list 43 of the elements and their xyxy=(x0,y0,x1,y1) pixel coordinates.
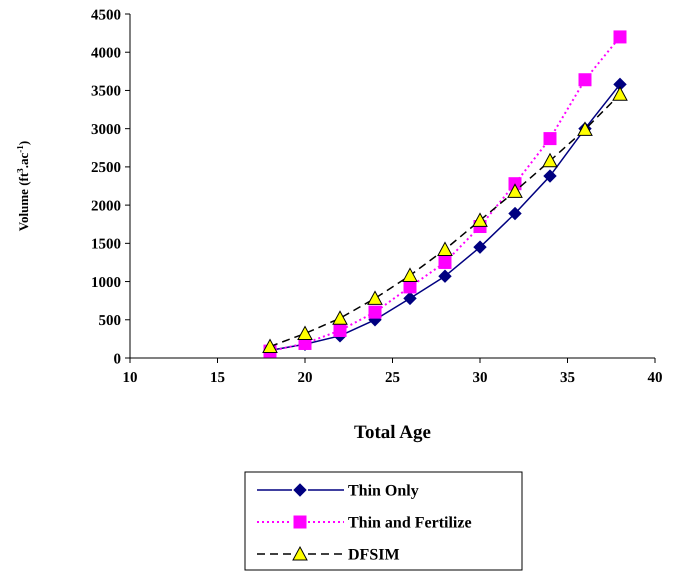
point xyxy=(578,73,592,86)
point xyxy=(474,240,486,254)
legend-label: DFSIM xyxy=(348,546,400,564)
point xyxy=(508,184,522,198)
point xyxy=(614,78,626,91)
point xyxy=(438,256,452,269)
x-tick-label: 35 xyxy=(560,370,575,386)
point xyxy=(332,310,348,325)
point xyxy=(298,326,312,340)
y-tick-label: 4500 xyxy=(91,7,121,24)
y-tick-label: 2500 xyxy=(91,160,121,176)
y-tick-label: 4000 xyxy=(91,45,121,62)
point xyxy=(544,132,556,146)
x-tick-label: 40 xyxy=(648,370,662,386)
y-tick-label: 1000 xyxy=(91,274,121,291)
x-tick-label: 20 xyxy=(298,370,312,386)
y-tick-label: 3500 xyxy=(91,84,121,100)
y-tick-label: 0 xyxy=(114,351,121,368)
y-tick-label: 1500 xyxy=(91,236,121,253)
legend-label: Thin and Fertilize xyxy=(348,514,472,532)
point xyxy=(438,270,452,283)
y-tick-label: 500 xyxy=(98,313,121,330)
x-tick-label: 10 xyxy=(122,370,138,386)
point xyxy=(472,212,488,227)
point xyxy=(334,324,346,337)
x-tick-label: 25 xyxy=(385,370,400,386)
x-tick-label: 30 xyxy=(472,370,488,386)
x-axis-title: Total Age xyxy=(354,422,431,443)
point xyxy=(614,30,626,44)
point xyxy=(368,290,382,305)
point xyxy=(544,170,556,183)
x-tick-label: 15 xyxy=(210,370,225,386)
point xyxy=(612,86,628,101)
point xyxy=(438,242,452,256)
point xyxy=(262,339,278,354)
point xyxy=(402,268,418,282)
point xyxy=(542,153,558,168)
point xyxy=(368,306,382,319)
point xyxy=(508,207,522,220)
point xyxy=(404,292,416,305)
y-tick-label: 2000 xyxy=(91,198,121,214)
y-tick-label: 3000 xyxy=(91,122,121,138)
legend-label: Thin Only xyxy=(348,482,419,500)
